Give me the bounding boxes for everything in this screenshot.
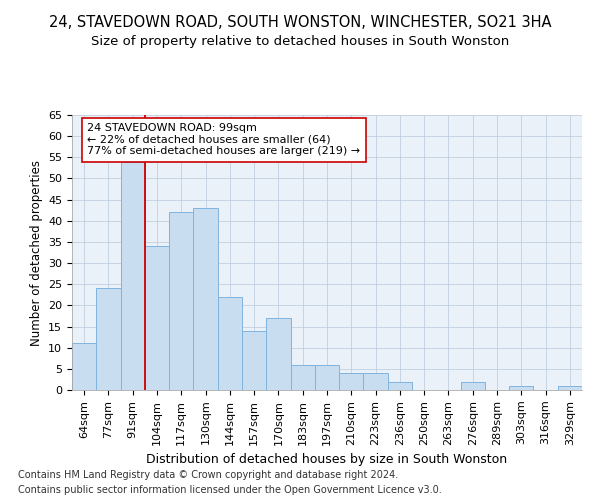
Bar: [290, 364, 315, 390]
Bar: [339, 373, 364, 390]
Bar: [509, 386, 533, 390]
X-axis label: Distribution of detached houses by size in South Wonston: Distribution of detached houses by size …: [146, 453, 508, 466]
Bar: [121, 162, 145, 390]
Text: 24, STAVEDOWN ROAD, SOUTH WONSTON, WINCHESTER, SO21 3HA: 24, STAVEDOWN ROAD, SOUTH WONSTON, WINCH…: [49, 15, 551, 30]
Bar: [266, 318, 290, 390]
Bar: [218, 297, 242, 390]
Bar: [193, 208, 218, 390]
Bar: [169, 212, 193, 390]
Bar: [72, 344, 96, 390]
Bar: [145, 246, 169, 390]
Y-axis label: Number of detached properties: Number of detached properties: [29, 160, 43, 346]
Text: Contains HM Land Registry data © Crown copyright and database right 2024.: Contains HM Land Registry data © Crown c…: [18, 470, 398, 480]
Bar: [364, 373, 388, 390]
Bar: [558, 386, 582, 390]
Bar: [315, 364, 339, 390]
Text: Size of property relative to detached houses in South Wonston: Size of property relative to detached ho…: [91, 35, 509, 48]
Bar: [388, 382, 412, 390]
Bar: [242, 331, 266, 390]
Bar: [96, 288, 121, 390]
Text: Contains public sector information licensed under the Open Government Licence v3: Contains public sector information licen…: [18, 485, 442, 495]
Text: 24 STAVEDOWN ROAD: 99sqm
← 22% of detached houses are smaller (64)
77% of semi-d: 24 STAVEDOWN ROAD: 99sqm ← 22% of detach…: [88, 123, 361, 156]
Bar: [461, 382, 485, 390]
